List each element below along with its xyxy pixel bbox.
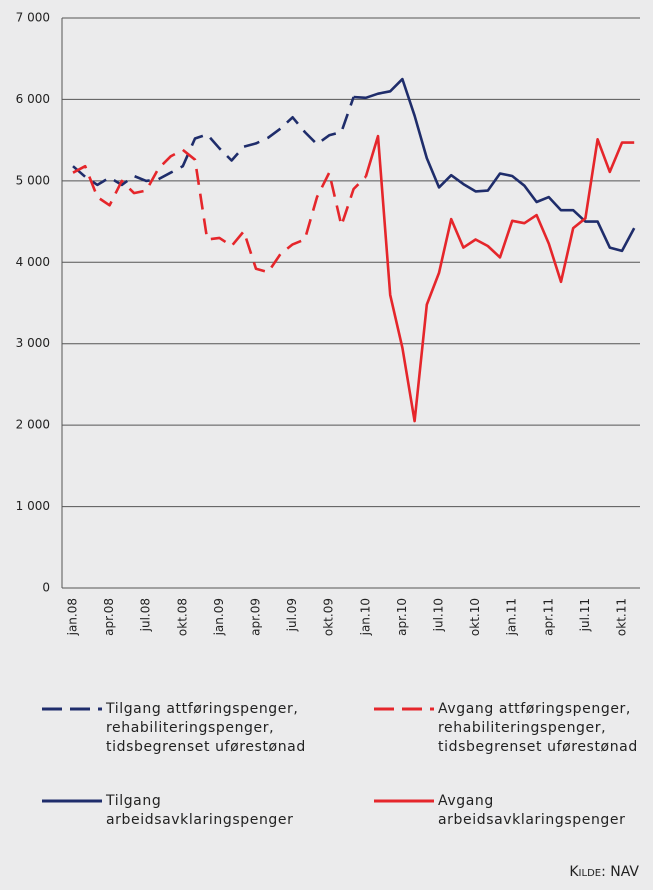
legend-swatch (42, 799, 102, 803)
legend-swatch (374, 707, 434, 711)
y-tick-label: 0 (42, 581, 50, 595)
x-tick-label: jan.08 (66, 598, 80, 636)
series-line (72, 96, 355, 187)
legend-item: Tilgang arbeidsavklaringspenger (40, 792, 316, 830)
x-tick-label: okt.08 (175, 598, 189, 636)
legend-swatch (374, 799, 434, 803)
x-tick-label: okt.11 (615, 598, 629, 636)
x-tick-label: jul.11 (578, 598, 592, 632)
x-tick-label: jul.10 (432, 598, 446, 632)
y-tick-label: 2 000 (16, 418, 50, 432)
series-line (353, 77, 636, 253)
y-tick-label: 5 000 (16, 173, 50, 187)
x-tick-label: apr.11 (541, 598, 555, 636)
x-tick-label: okt.10 (468, 598, 482, 636)
y-tick-label: 4 000 (16, 255, 50, 269)
x-tick-label: jan.10 (358, 598, 372, 636)
legend-label: Tilgang attføringspenger, rehabilitering… (106, 701, 306, 755)
chart: 0 1 000 2 000 3 000 4 000 5 000 6 000 7 000 jan.… (16, 11, 640, 636)
series-line (72, 148, 367, 274)
y-tick-label: 6 000 (16, 92, 50, 106)
x-tick-label: jul.09 (285, 598, 299, 632)
legend-label: Tilgang arbeidsavklaringspenger (106, 793, 294, 828)
x-tick-label: jan.11 (505, 598, 519, 636)
legend-swatch (42, 707, 102, 711)
x-tick-label: apr.08 (102, 598, 116, 636)
legend-item: Avgang arbeidsavklaringspenger (372, 792, 648, 830)
y-tick-label: 3 000 (16, 336, 50, 350)
legend-label: Avgang arbeidsavklaringspenger (438, 793, 626, 828)
legend-label: Avgang attføringspenger, rehabiliterings… (438, 701, 638, 755)
y-tick-label: 7 000 (16, 11, 50, 25)
legend-item: Tilgang attføringspenger, rehabilitering… (40, 700, 316, 757)
x-tick-label: jan.09 (212, 598, 226, 636)
source: Kilde: NAV (569, 864, 639, 880)
series-line (364, 134, 635, 423)
x-tick-label: apr.10 (395, 598, 409, 636)
legend-item: Avgang attføringspenger, rehabiliterings… (372, 700, 648, 757)
y-tick-label: 1 000 (16, 499, 50, 513)
x-tick-label: okt.09 (322, 598, 336, 636)
x-tick-label: apr.09 (249, 598, 263, 636)
x-tick-label: jul.08 (139, 598, 153, 632)
